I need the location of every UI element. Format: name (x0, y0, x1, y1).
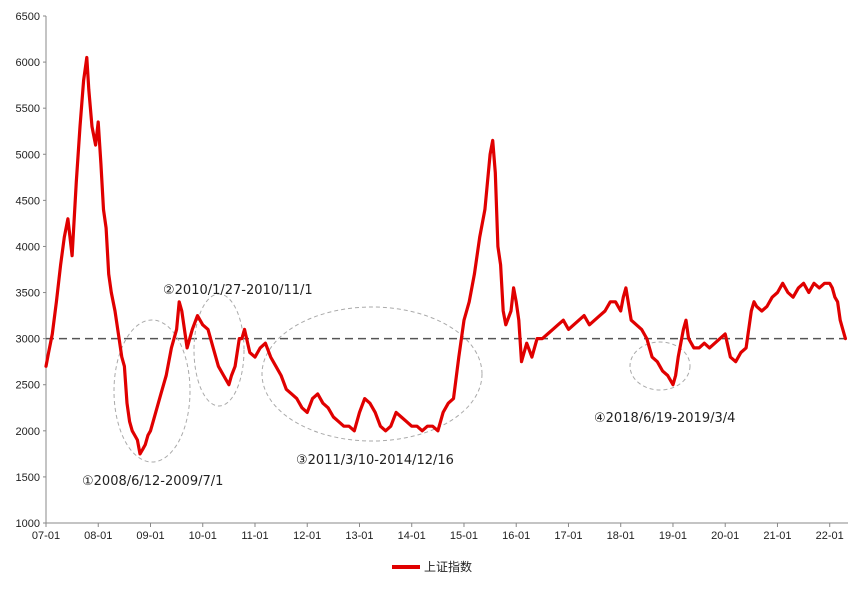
y-tick-label: 4500 (16, 195, 40, 207)
x-axis-ticks: 07-01 08-01 09-01 10-01 11-01 12-01 13-01 14-01… (32, 523, 844, 542)
x-tick-label: 10-01 (189, 530, 217, 542)
annotation-ellipse-3 (261, 306, 483, 442)
y-tick-label: 2500 (16, 380, 40, 392)
annotation-4: ④2018/6/19-2019/3/4 (594, 411, 735, 426)
x-tick-label: 16-01 (502, 530, 530, 542)
y-tick-label: 5000 (16, 149, 40, 161)
y-tick-label: 3500 (16, 288, 40, 300)
x-tick-label: 08-01 (84, 530, 112, 542)
x-tick-label: 09-01 (136, 530, 164, 542)
x-tick-label: 22-01 (816, 530, 844, 542)
y-tick-label: 1500 (16, 472, 40, 484)
y-tick-label: 2000 (16, 426, 40, 438)
annotation-2: ②2010/1/27-2010/11/1 (163, 283, 313, 298)
x-tick-label: 12-01 (293, 530, 321, 542)
annotation-ellipse-4 (629, 341, 691, 391)
annotation-ellipse-1 (113, 319, 191, 463)
annotation-ellipse-2 (193, 293, 245, 407)
x-tick-label: 18-01 (607, 530, 635, 542)
y-tick-label: 1000 (16, 518, 40, 530)
x-tick-label: 21-01 (763, 530, 791, 542)
x-tick-label: 07-01 (32, 530, 60, 542)
y-tick-label: 5500 (16, 103, 40, 115)
annotation-3: ③2011/3/10-2014/12/16 (296, 453, 454, 468)
y-axis-ticks: 1000 1500 2000 2500 3000 3500 4000 4500 5000 5500… (16, 11, 46, 530)
y-tick-label: 3000 (16, 334, 40, 346)
x-tick-label: 13-01 (345, 530, 373, 542)
x-tick-label: 19-01 (659, 530, 687, 542)
x-tick-label: 11-01 (241, 530, 268, 542)
annotation-1: ①2008/6/12-2009/7/1 (82, 474, 223, 489)
y-tick-label: 6000 (16, 57, 40, 69)
legend: 上证指数 (392, 559, 472, 574)
x-tick-label: 14-01 (398, 530, 426, 542)
legend-label: 上证指数 (424, 559, 472, 574)
x-tick-label: 20-01 (711, 530, 739, 542)
y-tick-label: 4000 (16, 241, 40, 253)
x-tick-label: 15-01 (450, 530, 478, 542)
x-tick-label: 17-01 (554, 530, 582, 542)
series-line-shanghai-index (44, 55, 848, 456)
y-tick-label: 6500 (16, 11, 40, 23)
